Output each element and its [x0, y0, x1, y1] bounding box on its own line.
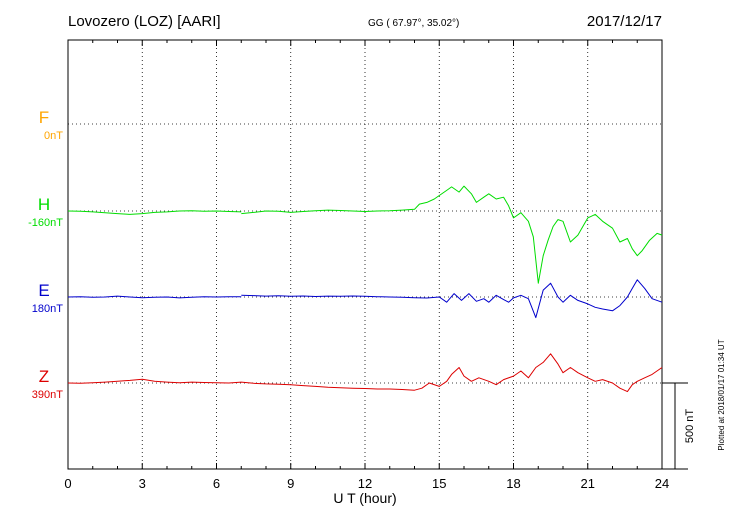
series-name-e: E: [38, 281, 49, 300]
x-tick-label: 3: [139, 476, 146, 491]
x-tick-label: 18: [506, 476, 520, 491]
x-tick-label: 21: [581, 476, 595, 491]
series-name-h: H: [38, 195, 50, 214]
x-tick-label: 9: [287, 476, 294, 491]
axis-ticks: 0 3 6 9 12 15 18 21 24: [64, 40, 669, 491]
series-name-z: Z: [39, 367, 49, 386]
grid-lines: [68, 40, 662, 469]
x-tick-label: 6: [213, 476, 220, 491]
series-name-f: F: [39, 108, 49, 127]
series-offset-e: 180nT: [32, 303, 63, 315]
plotted-timestamp: Plotted at 2018/01/17 01:34 UT: [717, 339, 726, 450]
date-label: 2017/12/17: [587, 13, 662, 30]
series-line-e: [67, 279, 663, 319]
x-tick-label: 24: [655, 476, 669, 491]
series-offset-z: 390nT: [32, 389, 63, 401]
scale-bar-label: 500 nT: [684, 409, 696, 444]
station-title: Lovozero (LOZ) [AARI]: [68, 13, 221, 30]
x-tick-label: 0: [64, 476, 71, 491]
x-tick-label: 15: [432, 476, 446, 491]
series-offset-f: 0nT: [44, 130, 63, 142]
geographic-coordinates: GG ( 67.97°, 35.02°): [368, 18, 459, 29]
scale-bar: 500 nT: [662, 382, 696, 470]
series-offset-h: -160nT: [28, 217, 63, 229]
series-line-z: [67, 353, 663, 393]
series-lines: [67, 185, 663, 393]
x-tick-label: 12: [358, 476, 372, 491]
series-labels: F 0nT H -160nT E 180nT Z 390nT: [28, 108, 63, 401]
x-axis-label: U T (hour): [333, 490, 396, 506]
series-line-h: [67, 185, 663, 284]
